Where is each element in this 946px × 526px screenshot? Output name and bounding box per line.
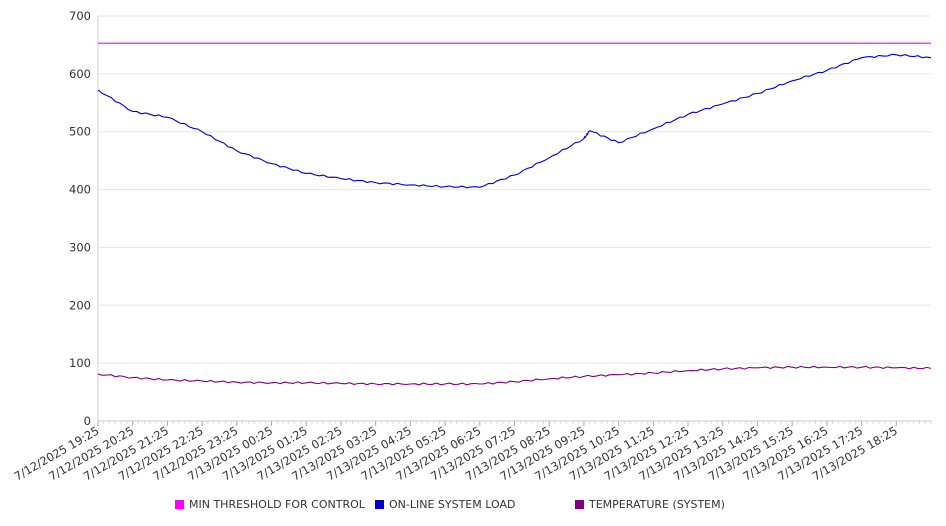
y-tick-label: 600 xyxy=(69,67,91,81)
legend-item-system-load[interactable]: ON-LINE SYSTEM LOAD xyxy=(375,498,515,511)
x-axis-ticks: 7/12/2025 19:257/12/2025 20:257/12/2025 … xyxy=(12,423,900,483)
legend-label-threshold: MIN THRESHOLD FOR CONTROL xyxy=(189,498,365,511)
legend-item-temperature[interactable]: TEMPERATURE (SYSTEM) xyxy=(575,498,725,511)
legend: MIN THRESHOLD FOR CONTROL ON-LINE SYSTEM… xyxy=(0,498,946,514)
y-tick-label: 200 xyxy=(69,298,91,312)
y-tick-label: 400 xyxy=(69,183,91,197)
y-tick-label: 500 xyxy=(69,125,91,139)
legend-label-temperature: TEMPERATURE (SYSTEM) xyxy=(589,498,725,511)
legend-label-system-load: ON-LINE SYSTEM LOAD xyxy=(389,498,516,511)
legend-swatch-threshold xyxy=(175,500,184,509)
grid-lines xyxy=(98,15,931,364)
legend-swatch-system-load xyxy=(375,500,384,509)
legend-swatch-temperature xyxy=(575,500,584,509)
y-tick-label: 100 xyxy=(69,356,91,370)
series-lines xyxy=(97,42,932,386)
y-tick-label: 300 xyxy=(69,240,91,254)
axes xyxy=(97,16,932,426)
y-tick-label: 700 xyxy=(69,9,91,23)
series-line-system-load xyxy=(97,53,932,189)
series-line-temperature xyxy=(97,365,932,386)
y-axis-ticks: 0 100 200 300 400 500 600 700 xyxy=(69,9,91,428)
y-tick-label: 0 xyxy=(84,414,91,428)
legend-item-threshold[interactable]: MIN THRESHOLD FOR CONTROL xyxy=(175,498,365,511)
